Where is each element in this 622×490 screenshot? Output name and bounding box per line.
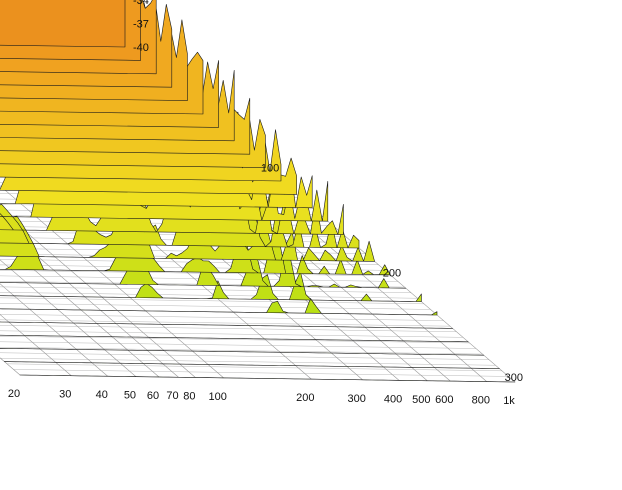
front-freq-tick-label: 80	[183, 390, 195, 402]
waterfall-slice	[4, 361, 500, 369]
floor-freq-gridline	[0, 259, 137, 377]
floor-gridline	[6, 363, 503, 372]
front-freq-tick-label: 20	[8, 388, 20, 400]
level-tick-label: -40	[133, 42, 149, 54]
waterfall-slice	[0, 321, 453, 329]
time-tick-label: 300	[505, 372, 523, 384]
waterfall-slices	[0, 0, 516, 383]
floor-freq-gridline	[0, 223, 179, 378]
front-freq-tick-label: 100	[208, 391, 226, 403]
floor-gridline	[13, 369, 509, 377]
front-freq-tick-label: 50	[124, 390, 136, 402]
floor-gridline	[0, 325, 457, 332]
floor-gridline	[0, 330, 464, 338]
front-freq-tick-label: 500	[412, 394, 430, 406]
front-freq-tick-label: 800	[472, 395, 490, 407]
floor-gridline	[0, 341, 477, 349]
floor-gridline	[0, 352, 490, 360]
floor-gridline	[0, 303, 431, 310]
floor-gridline	[0, 319, 451, 327]
level-tick-label: -34	[133, 0, 149, 7]
floor-gridline	[0, 292, 418, 299]
floor-freq-gridline	[0, 185, 224, 379]
time-tick-label: 100	[261, 163, 279, 175]
level-tick-label: -37	[133, 19, 149, 31]
floor-gridline	[0, 336, 470, 344]
front-freq-tick-label: 60	[147, 390, 159, 402]
front-freq-tick-label: 200	[296, 392, 314, 404]
front-freq-tick-label: 70	[166, 390, 178, 402]
front-freq-tick-label: 400	[384, 393, 402, 405]
floor-freq-gridline	[0, 283, 108, 377]
floor-gridline	[0, 297, 425, 305]
waterfall-slice	[0, 271, 422, 302]
front-freq-tick-label: 300	[347, 393, 365, 405]
floor-gridline	[0, 347, 483, 355]
floor-gridline	[0, 314, 444, 321]
floor-freq-gridline	[0, 239, 160, 378]
waterfall-slice	[0, 348, 485, 356]
front-freq-tick-label: 30	[59, 389, 71, 401]
waterfall-slice	[0, 334, 469, 343]
floor-freq-gridline	[0, 314, 72, 376]
floor-gridline	[0, 358, 496, 366]
waterfall-slice	[0, 298, 438, 316]
waterfall-slice	[0, 0, 126, 48]
front-freq-tick-label: 40	[96, 389, 108, 401]
waterfall-slice	[19, 374, 516, 383]
floor-gridline	[0, 286, 412, 293]
axis-labels: 2020303040405050606070708080100100200200…	[8, 0, 523, 407]
front-freq-tick-label: 1k	[503, 395, 515, 407]
time-tick-label: 200	[383, 267, 401, 279]
front-freq-tick-label: 600	[435, 394, 453, 406]
